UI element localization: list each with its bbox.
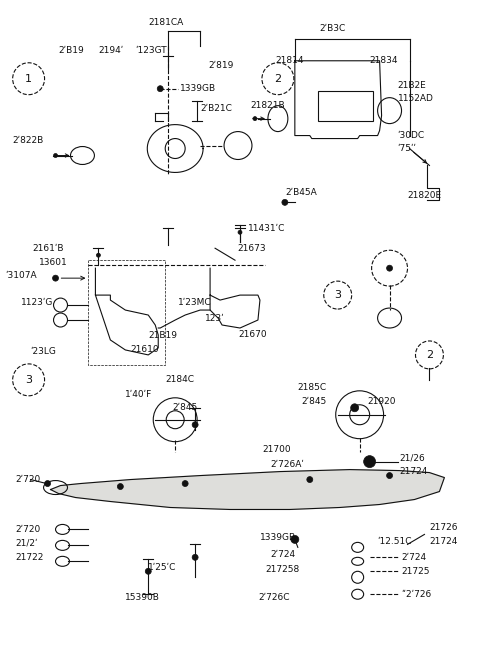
Text: 21814: 21814: [275, 57, 303, 65]
Text: 2ʹ822B: 2ʹ822B: [12, 136, 44, 145]
Text: 21820E: 21820E: [408, 191, 442, 200]
Polygon shape: [50, 470, 444, 509]
Text: 11431ʹC: 11431ʹC: [248, 224, 285, 233]
Text: ʹ30DC: ʹ30DC: [397, 131, 425, 140]
Text: 2ʹ720: 2ʹ720: [16, 525, 41, 534]
Text: ʹ23LG: ʹ23LG: [31, 348, 57, 357]
Text: 2ʹ726Aʹ: 2ʹ726Aʹ: [270, 460, 304, 469]
Text: 2ʹB3C: 2ʹB3C: [320, 24, 346, 34]
Circle shape: [291, 535, 299, 543]
Text: 21724: 21724: [430, 537, 458, 546]
Text: 21920: 21920: [368, 397, 396, 406]
Circle shape: [364, 456, 376, 468]
Circle shape: [238, 231, 242, 235]
Circle shape: [386, 472, 393, 478]
Text: 2ʹ819: 2ʹ819: [208, 61, 233, 70]
Circle shape: [386, 265, 393, 271]
Text: 2ʹ845: 2ʹ845: [172, 403, 197, 413]
Text: 2ʹ724: 2ʹ724: [270, 550, 295, 559]
Text: 2ʹB19: 2ʹB19: [59, 46, 84, 55]
Text: ʹ123GT: ʹ123GT: [135, 46, 167, 55]
Text: 13601: 13601: [38, 258, 67, 267]
Text: 2ʹB45A: 2ʹB45A: [285, 188, 317, 197]
Text: 2ʹ845: 2ʹ845: [302, 397, 327, 406]
Circle shape: [282, 199, 288, 206]
Text: ʹ75ʹʹ: ʹ75ʹʹ: [397, 144, 417, 153]
Text: 2: 2: [426, 350, 433, 360]
Text: 21834: 21834: [370, 57, 398, 65]
Text: 123ʹ: 123ʹ: [205, 313, 225, 323]
Circle shape: [96, 253, 100, 257]
Text: 1ʹ25ʹC: 1ʹ25ʹC: [148, 563, 177, 572]
Text: 1152AD: 1152AD: [397, 94, 433, 103]
Text: 21/2ʹ: 21/2ʹ: [16, 539, 38, 548]
Text: 1123ʹG: 1123ʹG: [21, 298, 53, 307]
Text: 2161ʹB: 2161ʹB: [33, 244, 64, 253]
Circle shape: [253, 116, 257, 121]
Circle shape: [307, 476, 313, 482]
Text: 1: 1: [25, 74, 32, 83]
Bar: [318, 91, 372, 121]
Text: 2ʹ720: 2ʹ720: [16, 475, 41, 484]
Text: 21722: 21722: [16, 553, 44, 562]
Text: 2ʹ726C: 2ʹ726C: [258, 593, 289, 602]
Text: 21700: 21700: [262, 445, 290, 454]
Text: 21B19: 21B19: [148, 332, 177, 340]
Text: 217258: 217258: [265, 565, 299, 574]
Text: 2ʹB21C: 2ʹB21C: [200, 104, 232, 113]
Circle shape: [145, 568, 151, 574]
Text: 3: 3: [25, 375, 32, 385]
Text: 2181CA: 2181CA: [148, 18, 183, 28]
Text: 1339GB: 1339GB: [260, 533, 296, 542]
Text: 21/26: 21/26: [399, 453, 425, 462]
Text: 21726: 21726: [430, 523, 458, 532]
Text: 21B2E: 21B2E: [397, 81, 426, 90]
Text: ʹʹ2ʹ726: ʹʹ2ʹ726: [402, 590, 432, 599]
Text: 2185C: 2185C: [298, 383, 327, 392]
Text: 2ʹ724: 2ʹ724: [402, 553, 427, 562]
Circle shape: [52, 275, 59, 281]
Text: 1339GB: 1339GB: [180, 84, 216, 93]
Circle shape: [192, 422, 198, 428]
Circle shape: [45, 480, 50, 487]
Circle shape: [117, 484, 123, 489]
Circle shape: [182, 480, 188, 487]
Text: 2184C: 2184C: [165, 375, 194, 384]
Text: 2194ʹ: 2194ʹ: [98, 46, 124, 55]
Text: 2: 2: [275, 74, 281, 83]
Text: 21724: 21724: [399, 467, 428, 476]
Text: 21821B: 21821B: [250, 101, 285, 110]
Text: 1ʹ23MC: 1ʹ23MC: [178, 298, 212, 307]
Text: 21610: 21610: [130, 346, 159, 354]
Circle shape: [157, 85, 163, 92]
Text: ʹ3107A: ʹ3107A: [6, 271, 37, 280]
Text: 3: 3: [334, 290, 341, 300]
Circle shape: [54, 154, 58, 158]
Text: 21670: 21670: [238, 330, 266, 340]
Text: 21725: 21725: [402, 567, 430, 576]
Text: 15390B: 15390B: [125, 593, 160, 602]
Text: 21673: 21673: [237, 244, 265, 253]
Text: 1ʹ40ʹF: 1ʹ40ʹF: [125, 390, 153, 399]
Circle shape: [192, 555, 198, 560]
Text: ʹ12.51C: ʹ12.51C: [378, 537, 412, 546]
Circle shape: [351, 404, 359, 412]
